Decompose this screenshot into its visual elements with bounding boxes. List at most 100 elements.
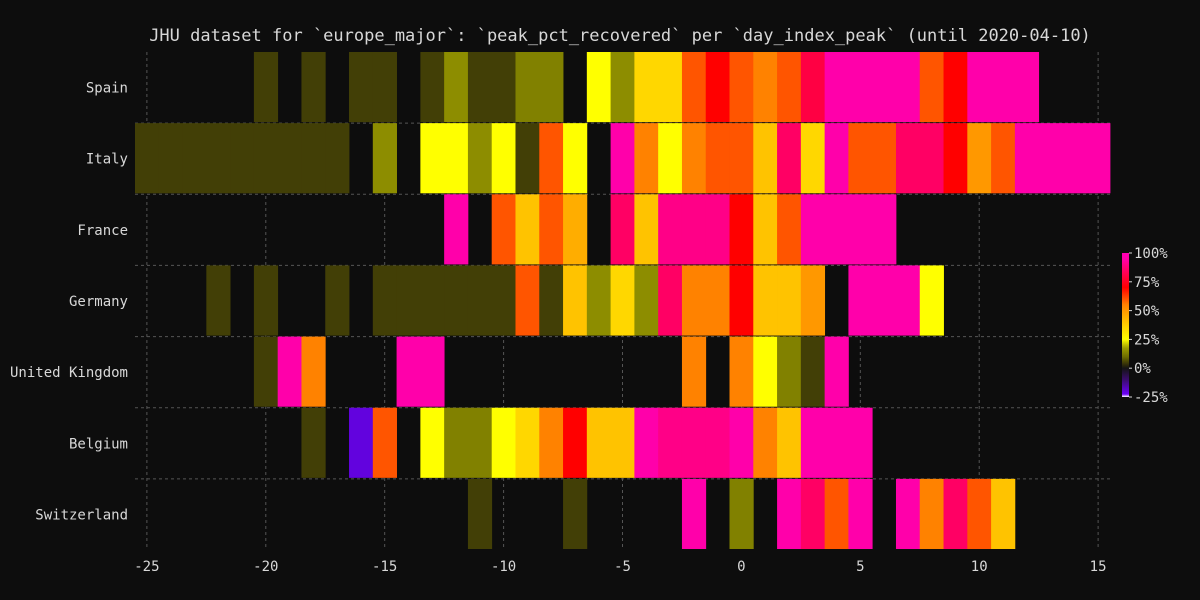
heatmap-cell [991,478,1016,549]
heatmap-cell [420,52,445,123]
heatmap-cell [943,478,968,549]
heatmap-cell [753,407,778,478]
heatmap-cell [753,265,778,336]
heatmap-cell [420,265,445,336]
heatmap-cell [658,194,683,265]
heatmap-cell [586,265,612,336]
heatmap-cell [372,123,397,194]
heatmap-cell [467,123,493,194]
y-tick-label: Belgium [69,436,128,452]
heatmap-cell [206,123,231,194]
heatmap-cell [539,52,564,123]
x-tick-label: -20 [253,559,278,575]
colorbar-tick-label: 0% [1134,361,1151,377]
heatmap-cell [206,265,231,336]
heatmap-cell [253,123,279,194]
heatmap-cell [777,52,802,123]
heatmap-cell [705,407,730,478]
heatmap-cell [895,123,921,194]
heatmap-cell [919,265,944,336]
heatmap-cell [824,336,849,407]
heatmap-cell [753,123,778,194]
heatmap-cell [895,52,921,123]
heatmap-cell [800,52,826,123]
heatmap-cell [729,265,754,336]
heatmap-cell [444,52,469,123]
x-tick-label: -15 [372,559,397,575]
heatmap-cell [610,265,635,336]
heatmap-cell [967,123,992,194]
heatmap-cell [800,336,826,407]
heatmap-cell [848,194,873,265]
heatmap-cell [396,265,421,336]
heatmap-cell [705,265,730,336]
heatmap-cell [872,194,897,265]
heatmap-cell [872,123,897,194]
heatmap-cell [349,52,374,123]
heatmap-cell [848,407,873,478]
heatmap-cell [681,336,707,407]
heatmap-cell [444,123,469,194]
heatmap-cell [539,265,564,336]
heatmap-cell [301,123,326,194]
heatmap-cell [848,265,873,336]
heatmap-cell [705,52,730,123]
x-tick-label: 10 [971,559,988,575]
heatmap-cell [777,336,802,407]
heatmap-cell [253,265,279,336]
heatmap-cell [1086,123,1111,194]
heatmap-cell [444,265,469,336]
heatmap-cell [729,407,754,478]
heatmap-cell [943,123,968,194]
heatmap-cell [872,52,897,123]
heatmap-cell [135,123,160,194]
heatmap-cells [135,52,1111,549]
heatmap-cell [467,265,493,336]
heatmap-cell [848,123,873,194]
heatmap-cell [444,194,469,265]
heatmap-cell [372,265,397,336]
heatmap-cell [729,336,754,407]
heatmap-cell [301,52,326,123]
heatmap-cell [919,478,944,549]
heatmap-cell [777,123,802,194]
y-tick-label: United Kingdom [10,365,128,381]
heatmap-cell [610,194,635,265]
heatmap-cell [277,123,302,194]
heatmap-cell [634,123,659,194]
heatmap-cell [420,407,445,478]
heatmap-cell [467,407,493,478]
heatmap-cell [349,407,374,478]
x-tick-label: -25 [134,559,159,575]
heatmap-cell [301,407,326,478]
chart-title: JHU dataset for `europe_major`: `peak_pc… [149,26,1091,46]
colorbar-tick-label: 25% [1134,332,1160,348]
heatmap-cell [705,123,730,194]
heatmap-cell [681,194,707,265]
heatmap-cell [681,407,707,478]
heatmap-cell [943,52,968,123]
heatmap-cell [777,478,802,549]
heatmap-cell [491,194,516,265]
heatmap-cell [895,478,921,549]
heatmap-cell [1038,123,1063,194]
colorbar-tick-label: 75% [1134,275,1160,291]
x-tick-label: -10 [491,559,516,575]
heatmap-cell [1014,52,1040,123]
heatmap-cell [491,123,516,194]
heatmap-cell [872,265,897,336]
colorbar-tick-label: -25% [1134,390,1168,406]
heatmap-cell [658,52,683,123]
heatmap-cell [919,52,944,123]
heatmap-cell [967,52,992,123]
heatmap-cell [800,123,826,194]
heatmap-cell [824,407,849,478]
heatmap-cell [658,265,683,336]
x-tick-label: -5 [614,559,631,575]
heatmap-cell [824,52,849,123]
heatmap-cell [634,194,659,265]
y-tick-labels: Spain Italy France Germany United Kingdom Bel… [10,81,128,524]
heatmap-cell [444,407,469,478]
heatmap-cell [824,123,849,194]
